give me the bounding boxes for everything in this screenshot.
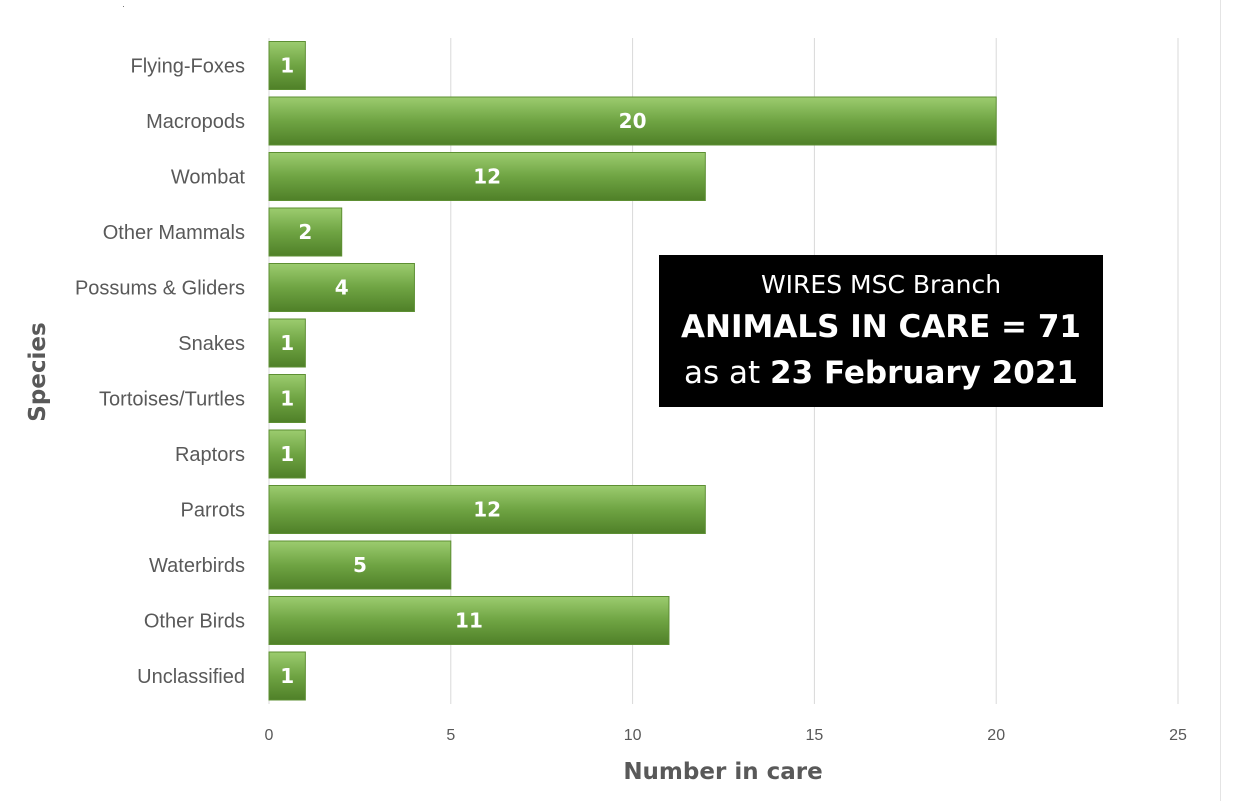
x-tick-label: 20	[987, 727, 1005, 744]
bar	[268, 374, 306, 423]
x-axis-title: Number in care	[623, 759, 822, 785]
category-label: Possums & Gliders	[75, 278, 245, 300]
x-tick-labels: 0 5 10 15 20 25	[265, 727, 1187, 744]
data-label: 1	[280, 442, 294, 466]
data-label: 1	[280, 54, 294, 78]
bar	[268, 263, 415, 312]
x-tick-label: 25	[1169, 727, 1187, 744]
info-date: 23 February 2021	[770, 355, 1078, 391]
data-label: 12	[473, 498, 501, 522]
data-label: 1	[280, 387, 294, 411]
info-branch-name: WIRES MSC Branch	[760, 270, 1002, 299]
bar	[268, 152, 706, 201]
data-label: 4	[335, 276, 349, 300]
bar	[268, 41, 306, 90]
data-label: 5	[353, 553, 367, 577]
category-label: Macropods	[146, 111, 245, 133]
category-label: Other Mammals	[103, 222, 245, 244]
x-tick-label: 10	[624, 727, 642, 744]
category-label: Flying-Foxes	[131, 56, 245, 78]
data-label: 2	[298, 220, 312, 244]
x-tick-label: 5	[446, 727, 455, 744]
category-label: Wombat	[171, 167, 246, 189]
bar	[268, 429, 306, 479]
stray-dot	[123, 6, 124, 7]
category-label: Snakes	[178, 333, 245, 355]
category-label: Unclassified	[137, 666, 245, 688]
bar	[268, 540, 452, 590]
bar	[268, 318, 306, 368]
bar	[268, 96, 997, 146]
page-edge-divider	[1220, 0, 1221, 801]
info-total-count: ANIMALS IN CARE = 71	[681, 309, 1081, 345]
category-label: Tortoises/Turtles	[99, 389, 245, 411]
category-labels: Flying-Foxes Macropods Wombat Other Mammals…	[75, 56, 245, 689]
data-label: 1	[280, 331, 294, 355]
bar	[268, 207, 343, 257]
bar	[268, 485, 706, 534]
info-box: WIRES MSC Branch ANIMALS IN CARE = 71 as…	[659, 255, 1103, 407]
category-label: Parrots	[181, 500, 245, 522]
data-label: 1	[280, 664, 294, 688]
bar	[268, 596, 670, 645]
info-date-prefix: as at	[684, 355, 771, 391]
y-axis-title: Species	[25, 322, 51, 421]
bar	[268, 651, 306, 701]
data-label: 11	[455, 609, 483, 633]
category-label: Waterbirds	[149, 555, 245, 577]
category-label: Other Birds	[144, 611, 245, 633]
data-label: 20	[619, 109, 647, 133]
x-tick-label: 0	[265, 727, 274, 744]
x-tick-label: 15	[806, 727, 824, 744]
category-label: Raptors	[175, 444, 245, 466]
info-date-line: as at 23 February 2021	[684, 350, 1078, 396]
data-label: 12	[473, 165, 501, 189]
